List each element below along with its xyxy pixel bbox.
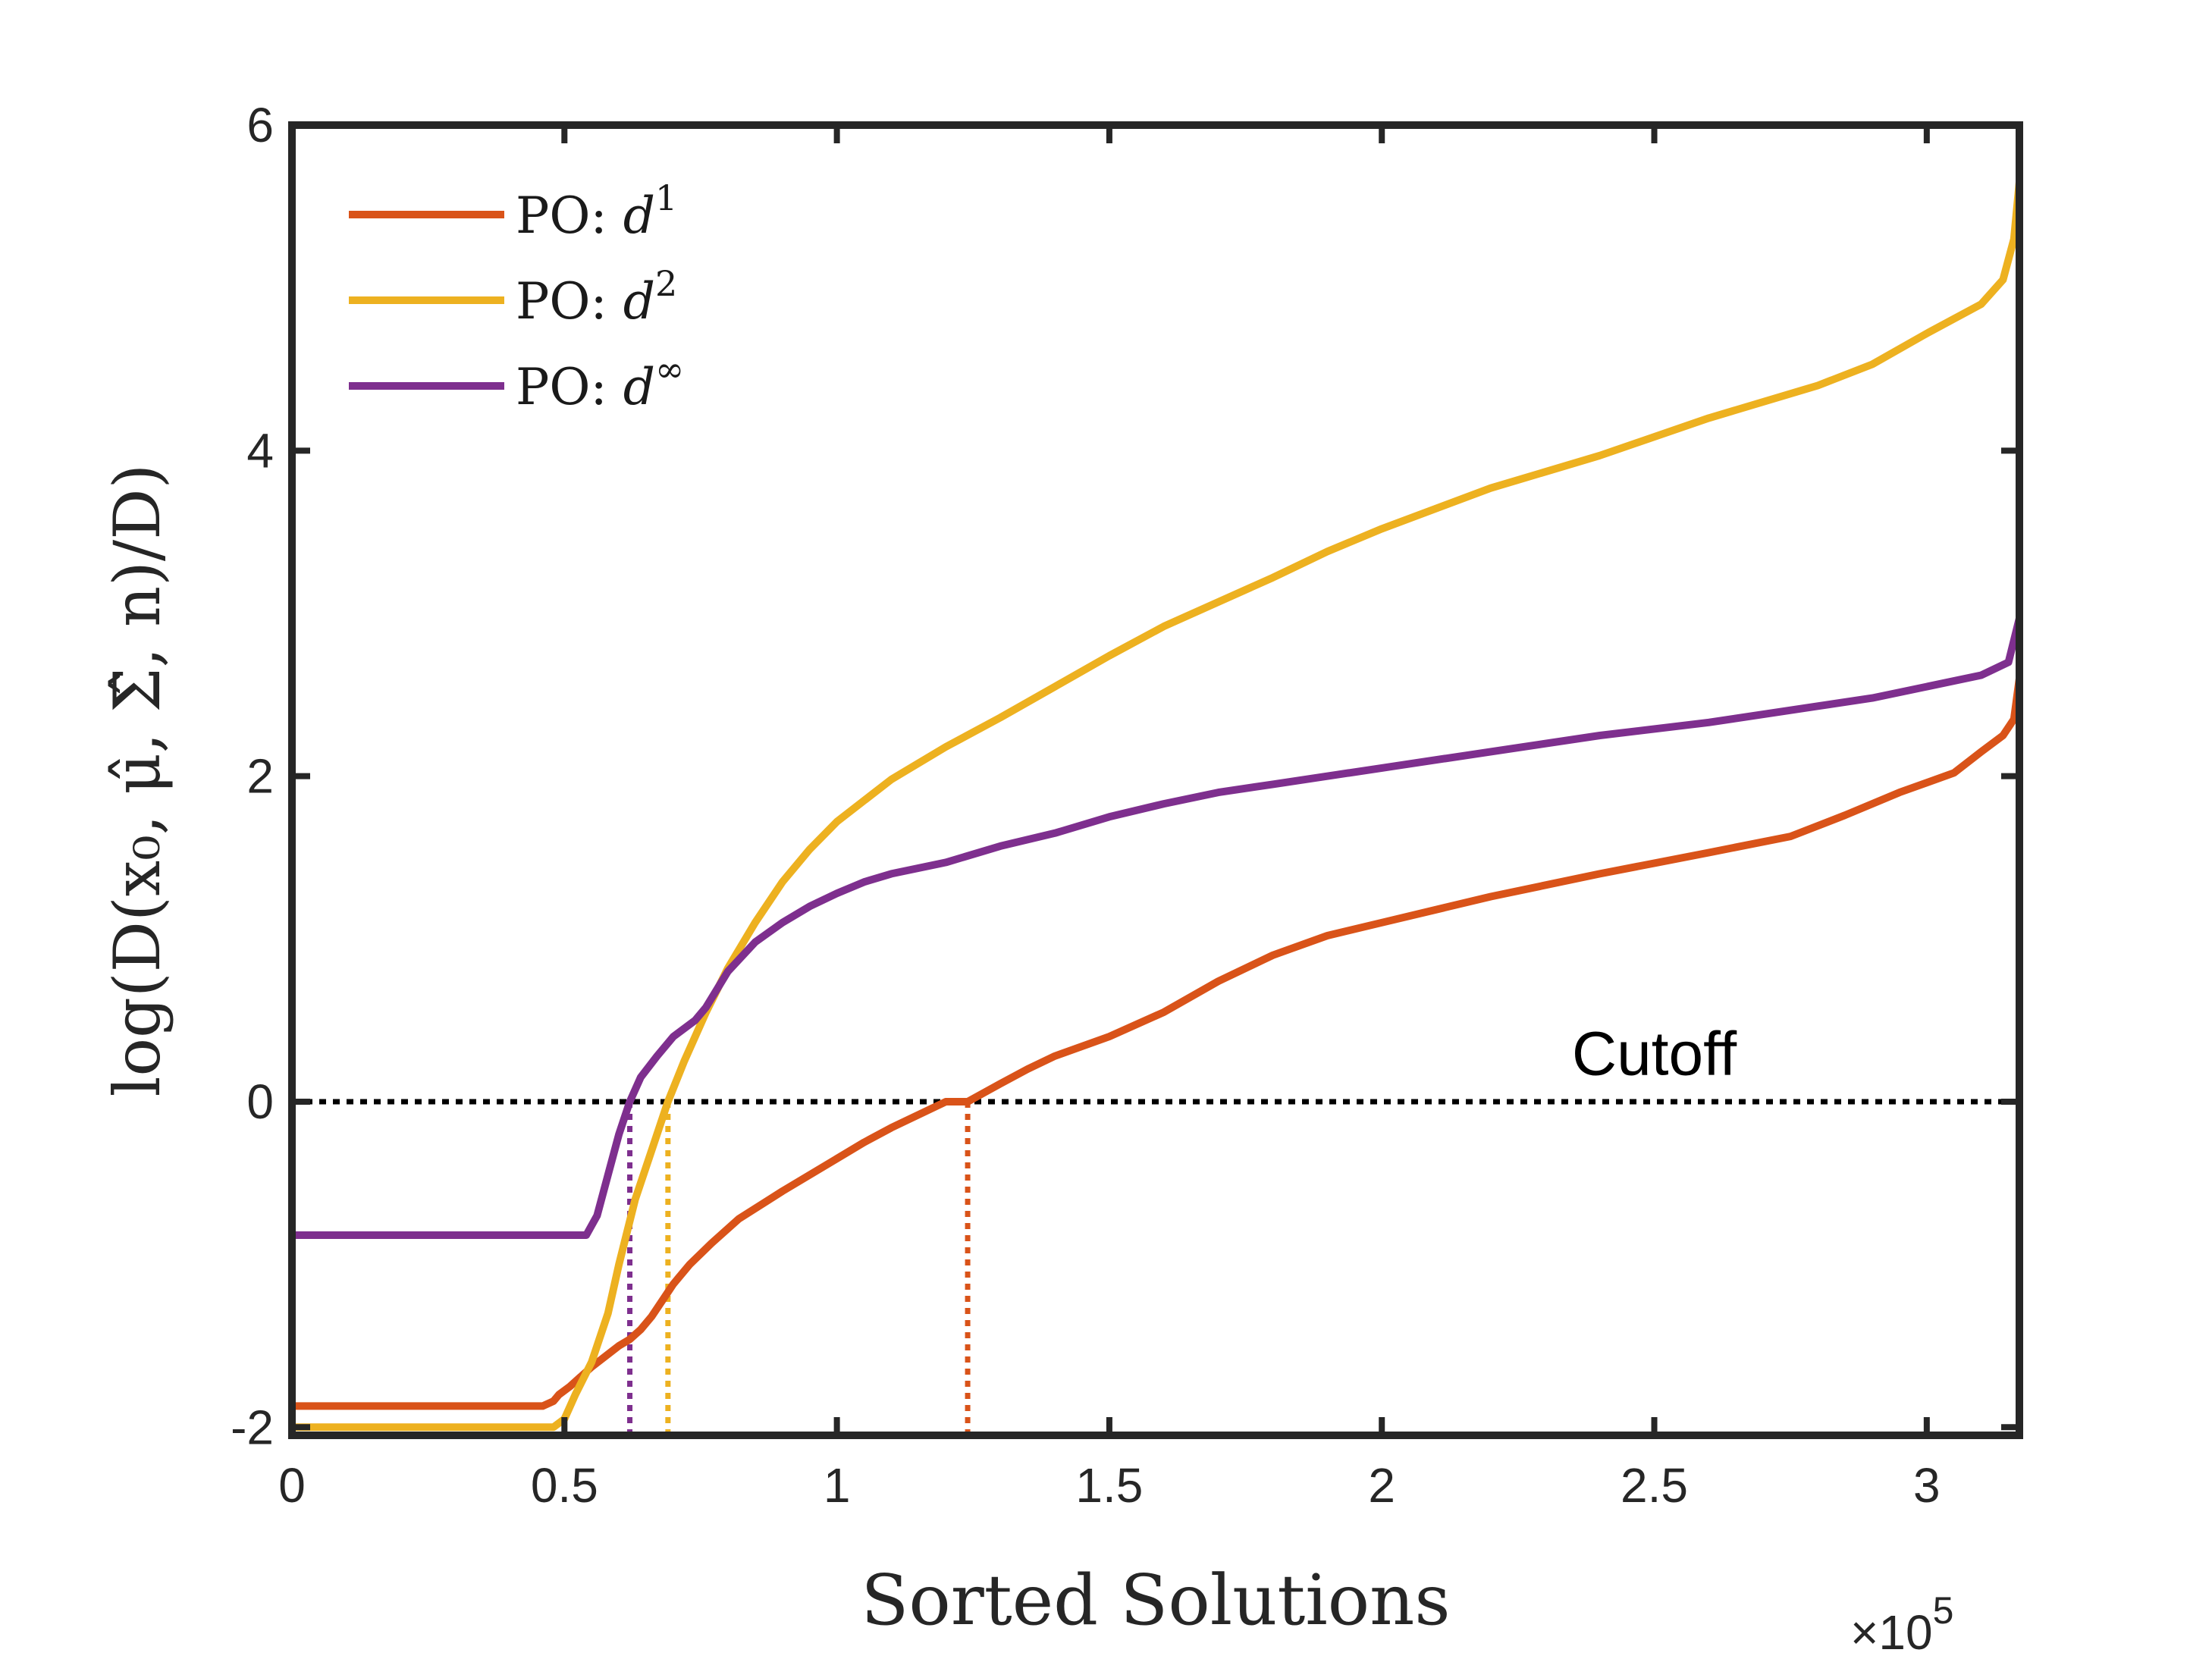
y-axis-label: log(D(x₀, μ̂, Σ̂, n)/D)	[100, 464, 174, 1097]
y-tick-label: 2	[246, 749, 274, 804]
x-tick-label: 0.5	[531, 1458, 598, 1513]
plot-data-layer	[288, 178, 2023, 1435]
legend-box	[326, 163, 751, 413]
series-line-3	[288, 614, 2023, 1239]
legend-superscript: ∞	[655, 349, 684, 390]
x-axis-multiplier: ×105	[1850, 1589, 1953, 1659]
x-tick-label: 1.5	[1075, 1458, 1143, 1513]
series-line-1	[288, 674, 2023, 1410]
series-line-2	[288, 178, 2023, 1432]
legend-base: d	[623, 187, 655, 245]
legend-superscript: 2	[655, 263, 677, 304]
legend-base: d	[623, 358, 655, 416]
x-tick-label: 2.5	[1621, 1458, 1688, 1513]
x-tick-label: 3	[1913, 1458, 1941, 1513]
y-tick-label: 4	[246, 423, 274, 478]
legend-label-2: PO: d2	[516, 263, 677, 331]
legend-prefix: PO:	[516, 187, 623, 245]
legend-label-1: PO: d1	[516, 177, 677, 245]
cutoff-label: Cutoff	[1572, 1019, 1737, 1088]
legend-superscript: 1	[655, 177, 677, 218]
y-tick-label: 0	[246, 1074, 274, 1129]
legend-prefix: PO:	[516, 272, 623, 331]
legend-prefix: PO:	[516, 358, 623, 416]
y-tick-label: -2	[231, 1400, 274, 1454]
y-tick-label: 6	[246, 98, 274, 152]
plot-frame	[288, 121, 2023, 1439]
legend-base: d	[623, 272, 655, 331]
x-tick-label: 0	[278, 1458, 306, 1513]
legend-label-3: PO: d∞	[516, 349, 684, 416]
x-tick-label: 1	[824, 1458, 851, 1513]
x-axis-label: Sorted Solutions	[861, 1560, 1450, 1641]
x-axis-multiplier-exponent: 5	[1933, 1589, 1954, 1632]
x-tick-label: 2	[1368, 1458, 1395, 1513]
x-axis-multiplier-base: ×10	[1850, 1605, 1933, 1659]
